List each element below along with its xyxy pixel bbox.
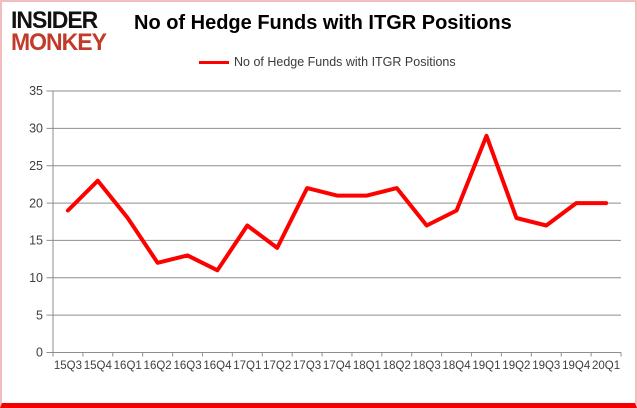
y-tick-label-20: 20 — [29, 196, 43, 210]
legend: No of Hedge Funds with ITGR Positions — [199, 55, 456, 69]
logo-word-monkey: MONKEY — [11, 28, 107, 56]
y-tick-label-15: 15 — [29, 234, 43, 248]
x-tick-label-16Q4: 16Q4 — [203, 360, 232, 372]
x-tick-label-16Q3: 16Q3 — [173, 360, 201, 372]
x-tick-label-17Q1: 17Q1 — [233, 360, 261, 372]
y-tick-label-25: 25 — [29, 159, 43, 173]
x-tick-label-18Q3: 18Q3 — [413, 360, 441, 372]
y-tick-label-10: 10 — [29, 271, 43, 285]
x-tick-label-18Q2: 18Q2 — [383, 360, 411, 372]
y-tick-label-30: 30 — [29, 122, 43, 136]
x-tick-label-15Q3: 15Q3 — [54, 360, 82, 372]
x-tick-label-19Q3: 19Q3 — [532, 360, 560, 372]
x-tick-label-16Q1: 16Q1 — [114, 360, 142, 372]
x-tick-label-19Q2: 19Q2 — [502, 360, 530, 372]
x-tick-label-17Q2: 17Q2 — [263, 360, 291, 372]
x-tick-label-15Q4: 15Q4 — [84, 360, 113, 372]
chart-title: No of Hedge Funds with ITGR Positions — [134, 12, 512, 34]
x-tick-label-16Q2: 16Q2 — [144, 360, 172, 372]
x-tick-label-19Q1: 19Q1 — [472, 360, 500, 372]
x-tick-label-17Q3: 17Q3 — [293, 360, 321, 372]
legend-line-swatch-icon — [199, 60, 229, 64]
insider-monkey-logo: INSIDER MONKEY — [11, 5, 107, 56]
y-tick-label-5: 5 — [36, 308, 43, 322]
y-tick-label-0: 0 — [36, 346, 43, 360]
logo-word-insider: INSIDER — [11, 5, 98, 34]
x-tick-label-18Q4: 18Q4 — [443, 360, 472, 372]
x-tick-label-17Q4: 17Q4 — [323, 360, 352, 372]
legend-label: No of Hedge Funds with ITGR Positions — [234, 55, 456, 69]
x-tick-label-19Q4: 19Q4 — [562, 360, 591, 372]
series-line-0 — [65, 133, 609, 273]
y-tick-label-35: 35 — [29, 84, 43, 98]
x-tick-label-18Q1: 18Q1 — [353, 360, 381, 372]
x-tick-label-20Q1: 20Q1 — [592, 360, 620, 372]
